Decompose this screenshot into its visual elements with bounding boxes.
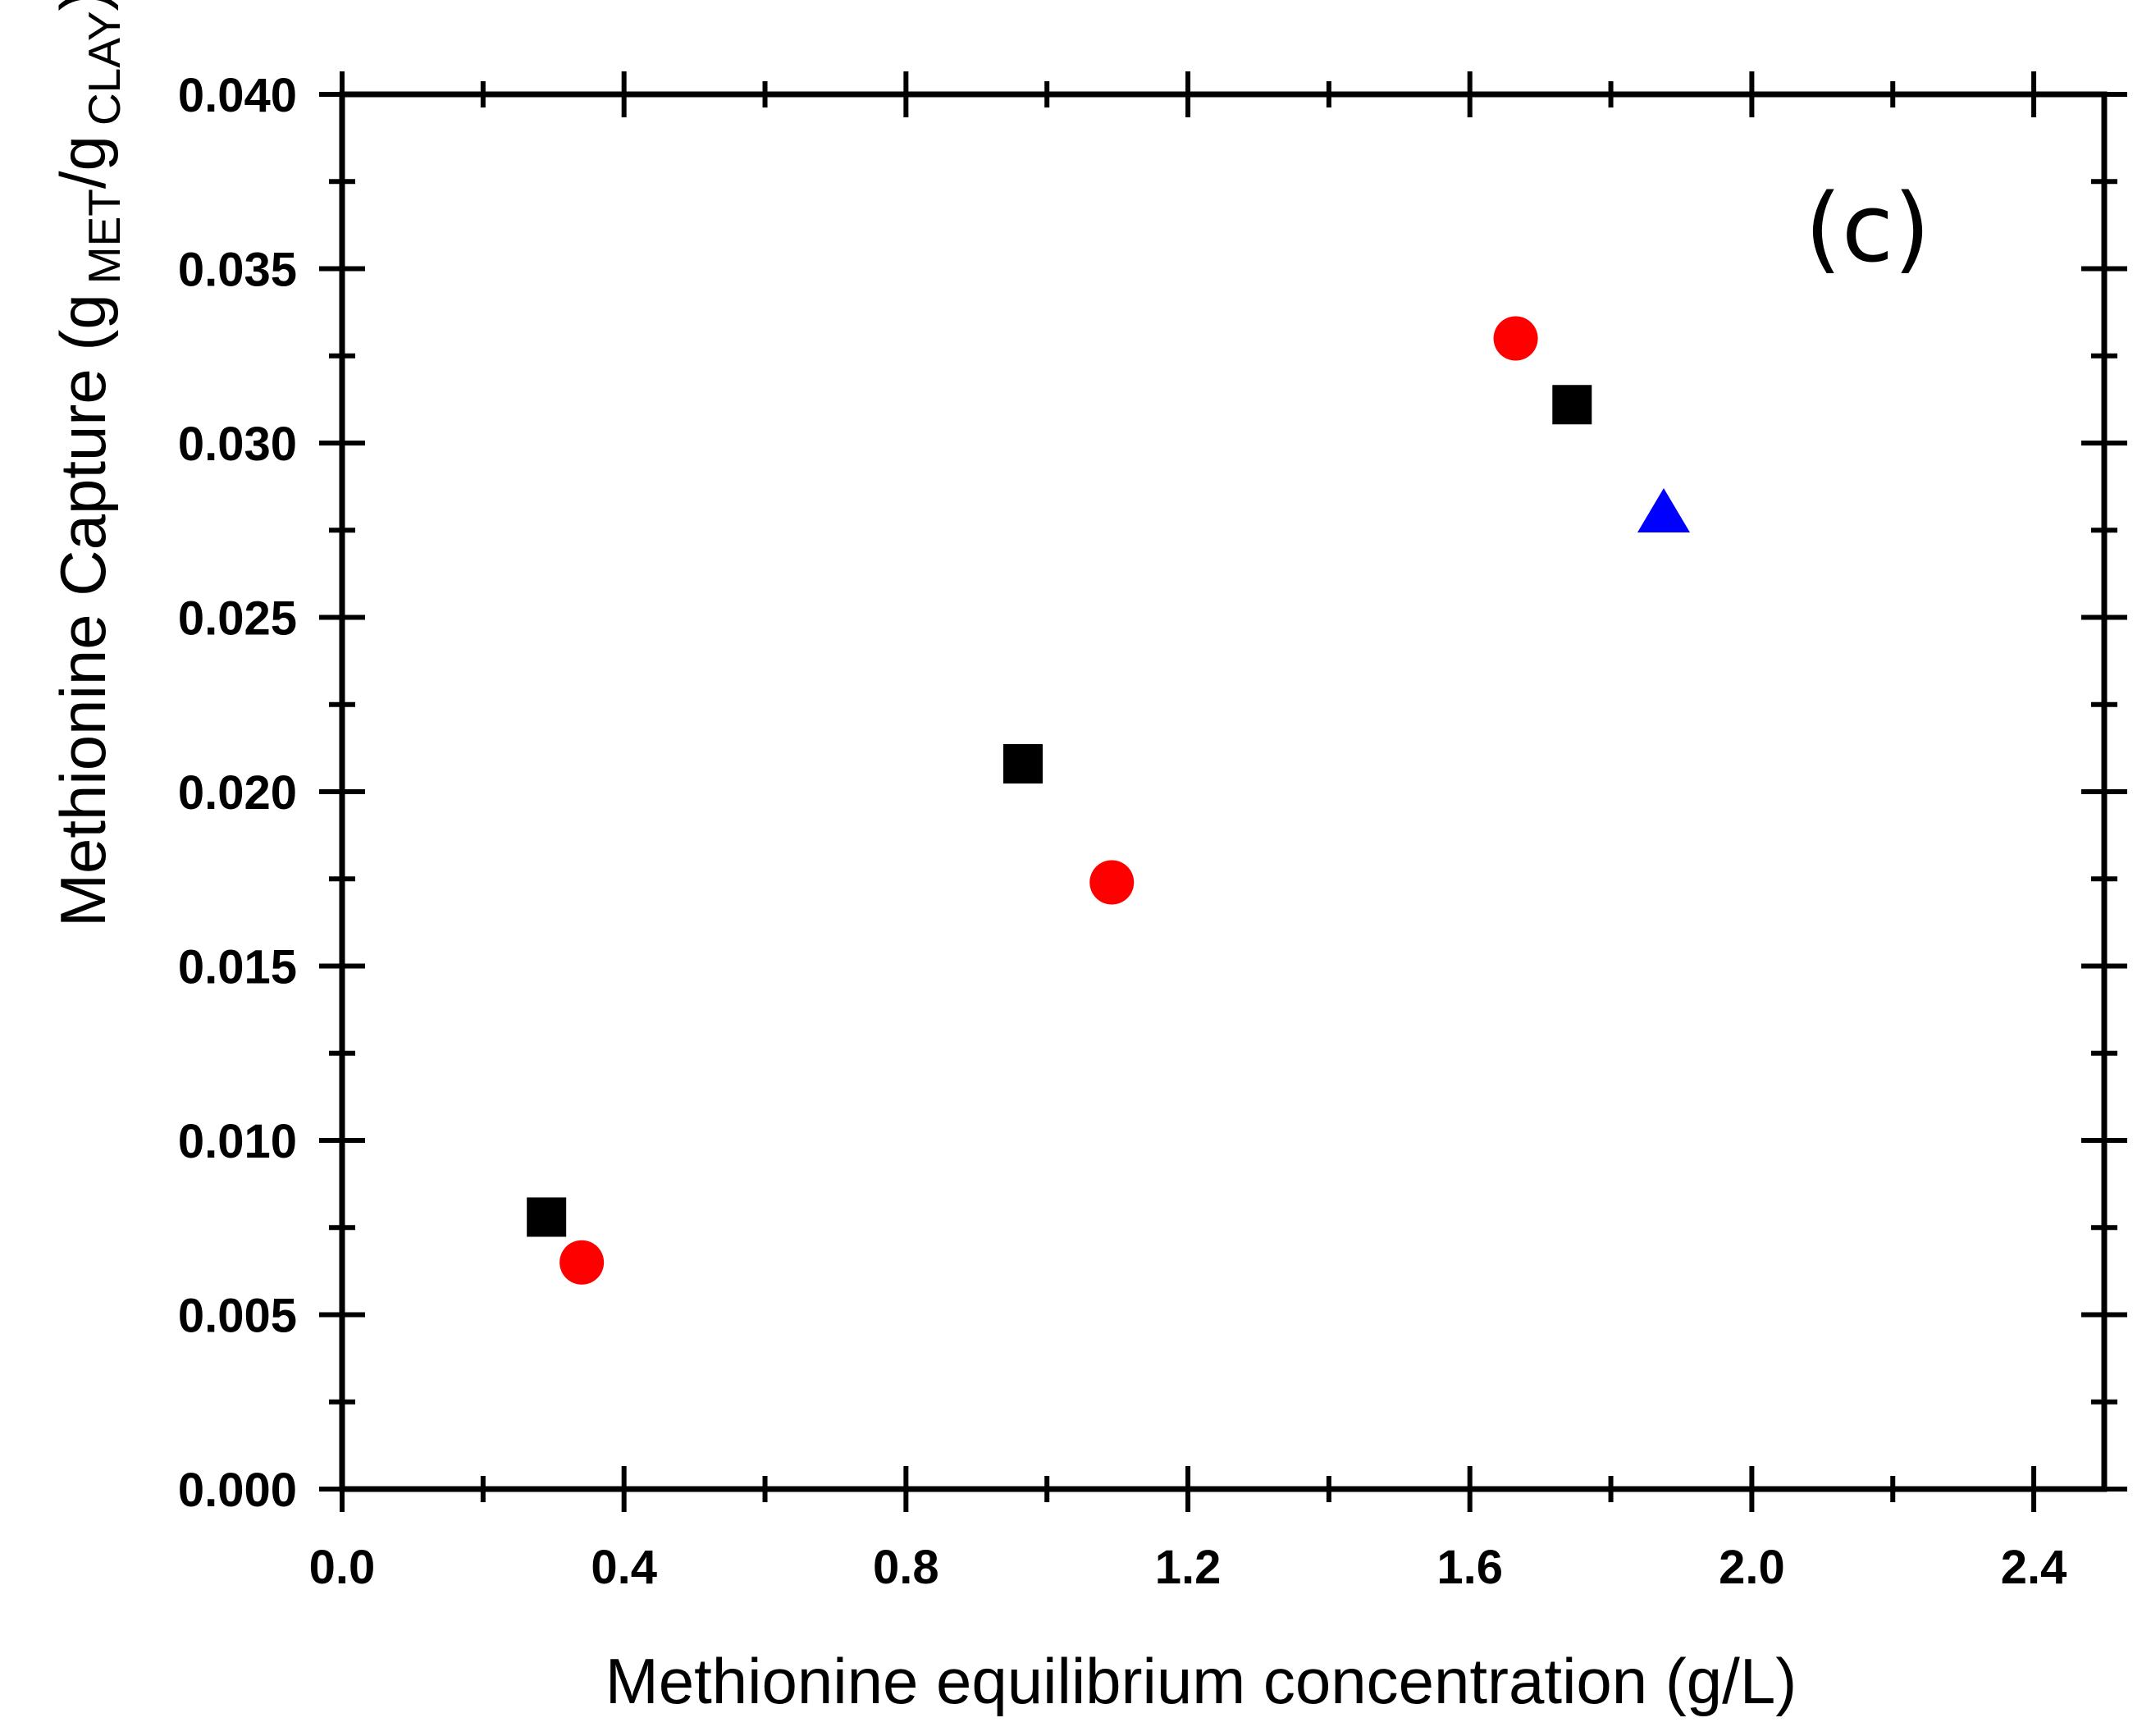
x-tick-label: 1.6 [1436, 1541, 1503, 1594]
x-tick-label: 1.2 [1155, 1541, 1222, 1594]
y-tick-label: 0.035 [178, 244, 297, 297]
y-axis-title-sub-clay: CLAY [79, 11, 130, 126]
triangle-marker [1637, 488, 1690, 532]
plot-frame [339, 91, 2108, 1492]
y-tick-label: 0.040 [178, 69, 297, 122]
y-tick-label: 0.030 [178, 418, 297, 471]
x-tick-label: 0.4 [591, 1541, 657, 1594]
y-tick-label: 0.025 [178, 592, 297, 646]
y-tick-label: 0.005 [178, 1290, 297, 1343]
square-marker [1002, 744, 1043, 783]
x-tick-label: 2.0 [1719, 1541, 1785, 1594]
x-tick-label: 0.0 [309, 1541, 376, 1594]
y-tick-labels: 0.000 0.005 0.010 0.015 0.020 0.025 0.030 0.035… [178, 69, 297, 1517]
y-axis-title-middle: /g [47, 135, 119, 189]
circle-marker [1089, 860, 1135, 905]
y-tick-label: 0.010 [178, 1115, 297, 1168]
circle-marker [1493, 316, 1538, 361]
y-tick-label: 0.020 [178, 766, 297, 820]
y-axis-title-prefix: Methionine Capture (g [47, 294, 119, 927]
panel-label: (c) [1805, 174, 1930, 284]
x-tick-labels: 0.0 0.4 0.8 1.2 1.6 2.0 2.4 [309, 1541, 2067, 1594]
square-marker [1552, 385, 1592, 425]
y-axis-title-sub-met: MET [79, 189, 130, 284]
y-tick-label: 0.000 [178, 1464, 297, 1517]
y-axis-title-suffix: ) [47, 0, 119, 11]
square-marker [527, 1197, 567, 1237]
x-tick-label: 2.4 [2001, 1541, 2067, 1594]
data-points [527, 316, 1690, 1285]
x-axis-title: Methionine equilibrium concentration (g/… [605, 1645, 1797, 1717]
y-tick-label: 0.015 [178, 941, 297, 994]
y-axis-title: Methionine Capture (g MET/g CLAY) [47, 0, 130, 927]
circle-marker [559, 1240, 605, 1285]
x-tick-label: 0.8 [873, 1541, 939, 1594]
